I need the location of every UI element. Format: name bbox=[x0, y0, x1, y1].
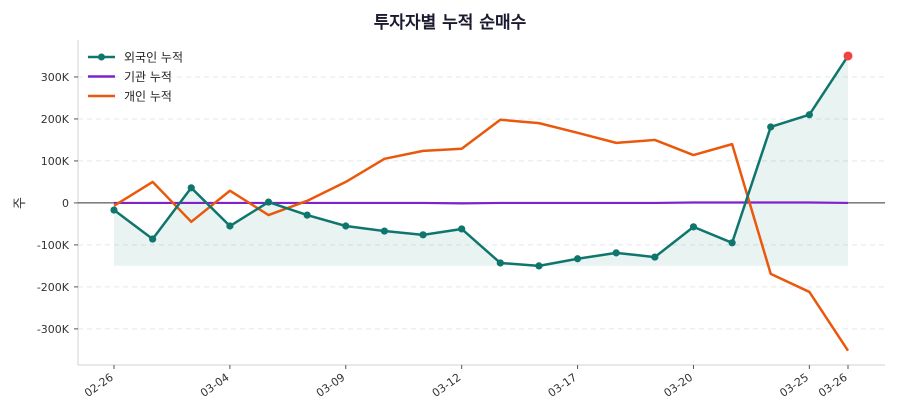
foreign-area-fill bbox=[114, 55, 848, 266]
legend-label: 기관 누적 bbox=[124, 70, 172, 84]
x-tick-label: 02-26 bbox=[82, 371, 116, 400]
x-tick-label: 03-04 bbox=[198, 371, 232, 400]
x-tick-label: 03-12 bbox=[430, 371, 464, 400]
y-tick-label: -200K bbox=[37, 281, 70, 294]
y-axis-label: 주 bbox=[13, 197, 28, 209]
legend-marker bbox=[98, 53, 105, 61]
x-tick-label: 03-25 bbox=[777, 371, 811, 400]
series-line-1 bbox=[114, 201, 849, 205]
data-point bbox=[264, 198, 273, 206]
data-point bbox=[805, 111, 813, 119]
data-point bbox=[419, 231, 427, 239]
data-point bbox=[380, 227, 389, 235]
data-point bbox=[187, 184, 195, 192]
data-point bbox=[458, 225, 466, 233]
data-point bbox=[728, 239, 736, 247]
legend-label: 외국인 누적 bbox=[124, 51, 183, 65]
legend-label: 개인 누적 bbox=[124, 90, 172, 104]
y-tick-label: 300K bbox=[41, 71, 70, 84]
data-point bbox=[689, 223, 698, 231]
y-tick-label: 200K bbox=[41, 113, 70, 126]
data-point bbox=[149, 235, 157, 243]
y-tick-label: -300K bbox=[37, 323, 70, 336]
data-point bbox=[535, 262, 543, 270]
series-line-2 bbox=[113, 118, 850, 352]
data-point bbox=[110, 206, 118, 214]
data-point bbox=[496, 259, 504, 267]
x-tick-label: 03-17 bbox=[546, 371, 580, 400]
y-tick-label: 100K bbox=[41, 155, 70, 168]
data-point bbox=[226, 222, 234, 230]
x-tick-label: 03-20 bbox=[662, 371, 696, 400]
y-tick-label: -100K bbox=[37, 239, 70, 252]
data-point bbox=[573, 255, 582, 263]
data-point bbox=[767, 123, 775, 131]
series-line-0 bbox=[113, 55, 850, 268]
data-point bbox=[303, 211, 311, 219]
last-point-marker bbox=[843, 51, 853, 61]
data-point bbox=[651, 253, 659, 261]
chart-title: 투자자별 누적 순매수 bbox=[374, 13, 527, 33]
x-tick-label: 03-09 bbox=[314, 371, 348, 400]
x-tick-label: 03-26 bbox=[816, 371, 850, 400]
data-point bbox=[342, 222, 350, 230]
plot-area bbox=[78, 51, 885, 352]
y-tick-label: 0 bbox=[62, 197, 69, 210]
data-point bbox=[612, 249, 620, 257]
